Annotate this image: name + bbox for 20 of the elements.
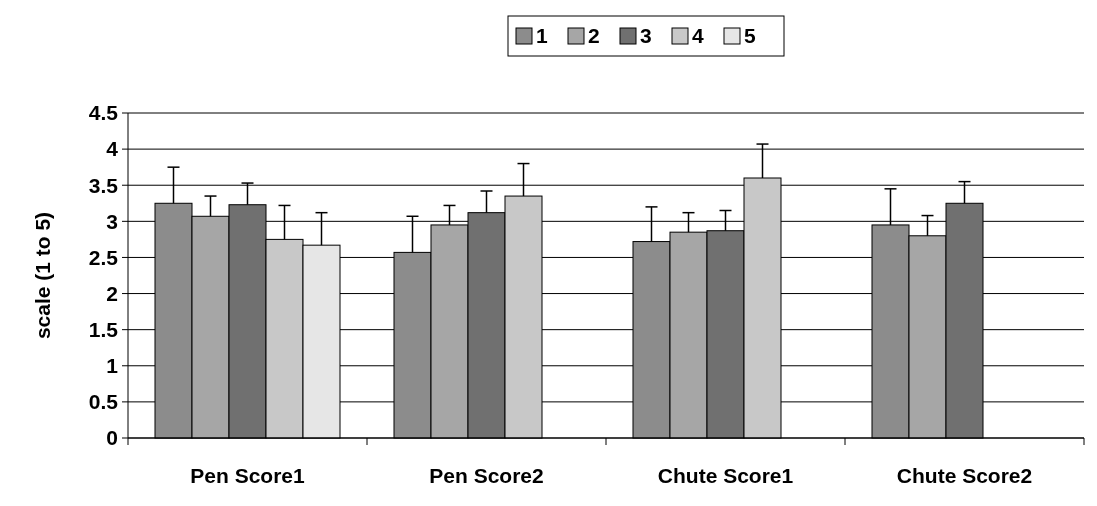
legend-label: 3 [640, 24, 652, 48]
y-tick-label: 3.5 [88, 173, 119, 197]
legend-label: 4 [692, 24, 704, 48]
legend-label: 5 [744, 24, 756, 48]
legend-label: 1 [536, 24, 548, 48]
y-tick-label: 2 [106, 281, 118, 305]
y-tick-label: 2.5 [88, 245, 119, 269]
y-tick-label: 4.5 [88, 101, 119, 125]
x-tick-label: Pen Score1 [190, 464, 306, 487]
y-tick-label: 3 [106, 209, 118, 233]
y-tick-label: 0.5 [88, 390, 119, 414]
x-tick-label: Pen Score2 [429, 464, 544, 487]
x-tick-label: Chute Score1 [657, 464, 794, 487]
y-axis-title: scale (1 to 5) [31, 211, 54, 340]
y-tick-label: 1 [106, 354, 119, 378]
y-tick-label: 0 [106, 426, 118, 450]
y-tick-label: 4 [106, 137, 119, 161]
x-tick-label: Chute Score2 [896, 464, 1033, 487]
y-tick-label: 1.5 [88, 318, 119, 342]
legend-label: 2 [588, 24, 600, 48]
